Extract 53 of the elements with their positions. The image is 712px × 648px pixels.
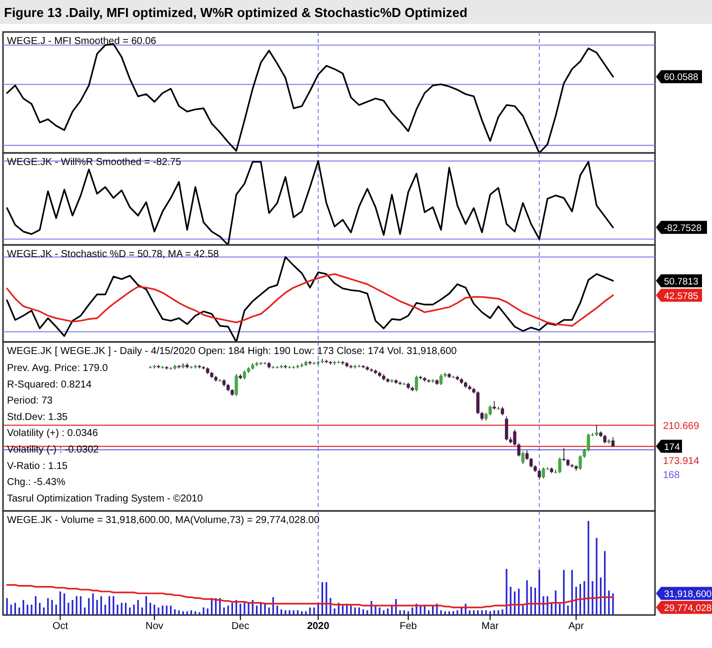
x-tick-label: Apr bbox=[568, 621, 585, 632]
candlestick bbox=[538, 469, 541, 480]
x-tick-label: Dec bbox=[231, 621, 250, 632]
ref-line-label: 210.669 bbox=[663, 420, 700, 432]
x-tick-label: Mar bbox=[482, 621, 500, 632]
candlestick bbox=[263, 362, 267, 365]
text: 42.5785 bbox=[664, 290, 698, 302]
candlestick bbox=[517, 443, 520, 457]
chart-title: WEGE.JK - Volume = 31,918,600.00, MA(Volume,73) = 29,774,028.00 bbox=[7, 515, 320, 526]
annotation: Volatility (+) : 0.0346 bbox=[7, 428, 98, 440]
candlestick bbox=[312, 362, 316, 365]
chart-subtitle: WEGE.J - MFI Smoothed = 60.06 bbox=[7, 36, 157, 47]
annotation: Prev. Avg. Price: 179.0 bbox=[7, 363, 108, 374]
candlestick bbox=[504, 416, 508, 441]
chart-title: Figure 13 .Daily, MFI optimized, W%R optimized & Stochastic%D Optimized bbox=[4, 5, 468, 20]
candlestick bbox=[586, 433, 590, 452]
x-tick-label: 2020 bbox=[307, 621, 330, 632]
candlestick bbox=[521, 451, 525, 464]
x-tick-label: Oct bbox=[52, 621, 68, 632]
candlestick bbox=[611, 436, 615, 448]
candlestick bbox=[476, 390, 480, 415]
candlestick bbox=[288, 366, 292, 369]
ref-line-label: 168 bbox=[663, 470, 680, 481]
annotation: Std.Dev: 1.35 bbox=[7, 412, 68, 423]
candlestick bbox=[439, 374, 443, 386]
candlestick bbox=[578, 455, 582, 470]
x-tick-label: Nov bbox=[146, 621, 164, 632]
text: -82.7528 bbox=[664, 222, 702, 234]
chart-title: WEGE.JK - Stochastic %D = 50.78, MA = 42.58 bbox=[7, 249, 220, 260]
candlestick bbox=[530, 457, 533, 468]
candlestick bbox=[234, 374, 238, 396]
chart-title: WEGE.JK - Will%R Smoothed = -82.75 bbox=[7, 157, 182, 168]
annotation: V-Ratio : 1.15 bbox=[7, 460, 68, 472]
candlestick bbox=[160, 366, 164, 369]
annotation: Period: 73 bbox=[7, 396, 54, 407]
text: 29,774,028 bbox=[664, 602, 712, 614]
candlestick bbox=[513, 429, 516, 446]
candlestick bbox=[558, 457, 562, 474]
candlestick bbox=[525, 450, 529, 460]
annotation: Tasrul Optimization Trading System - ©2010 bbox=[7, 493, 204, 504]
text: 50.7813 bbox=[664, 276, 698, 288]
candlestick bbox=[595, 424, 598, 436]
text: 60.0588 bbox=[664, 72, 698, 84]
candlestick bbox=[542, 467, 545, 479]
annotation: R-Squared: 0.8214 bbox=[7, 379, 92, 390]
chart-title: WEGE.JK [ WEGE.JK ] - Daily - 4/15/2020 Open: 184 High: 190 Low: 173 Close: 174 Vol. 31,918,600 bbox=[7, 346, 458, 357]
candlestick bbox=[488, 405, 492, 416]
ref-line-label: 173.914 bbox=[663, 456, 700, 467]
x-tick-label: Feb bbox=[400, 621, 418, 632]
text: 31,918,600 bbox=[664, 588, 712, 600]
candlestick bbox=[414, 375, 418, 392]
text: 174 bbox=[664, 442, 680, 453]
annotation: Chg.: -5.43% bbox=[7, 477, 66, 488]
